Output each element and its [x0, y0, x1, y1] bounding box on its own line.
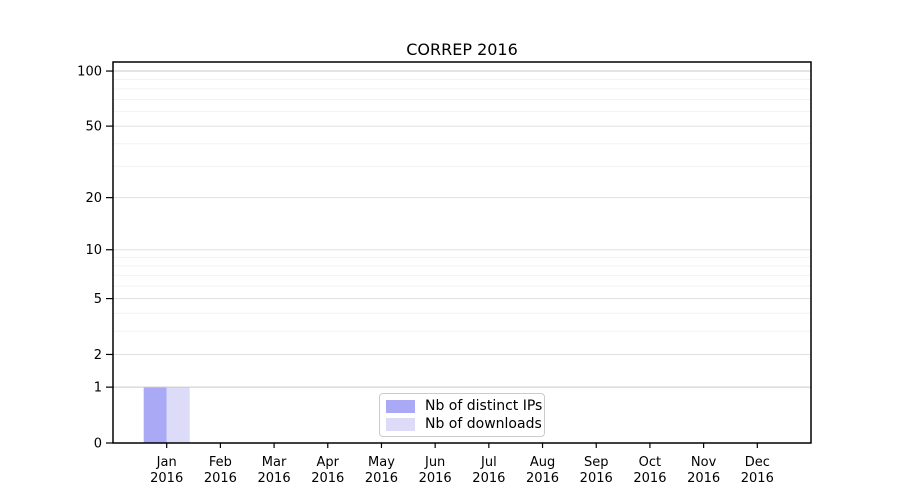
y-tick-label-10: 10: [85, 243, 102, 258]
y-tick-label-50: 50: [85, 120, 102, 135]
y-tick-label-1: 1: [94, 381, 102, 396]
x-tick-label-month-sep: Sep: [584, 455, 609, 470]
legend-swatch-downloads: [386, 417, 415, 431]
x-tick-label-year-may: 2016: [365, 471, 398, 486]
y-tick-label-5: 5: [94, 292, 102, 307]
legend-label-downloads: Nb of downloads: [425, 416, 542, 432]
x-tick-label-year-sep: 2016: [580, 471, 613, 486]
x-tick-label-year-feb: 2016: [204, 471, 237, 486]
x-tick-label-year-oct: 2016: [633, 471, 666, 486]
bar-jan-series-1: [166, 387, 190, 443]
x-tick-label-month-apr: Apr: [317, 455, 340, 470]
legend-item-distinct-ips: Nb of distinct IPs: [386, 398, 542, 414]
legend-label-distinct-ips: Nb of distinct IPs: [425, 398, 543, 414]
x-tick-label-month-may: May: [368, 455, 395, 470]
y-tick-label-20: 20: [85, 191, 102, 206]
bar-jan-series-0: [143, 387, 167, 443]
legend-swatch-distinct-ips: [386, 399, 415, 413]
x-tick-label-month-dec: Dec: [745, 455, 770, 470]
x-tick-label-month-mar: Mar: [262, 455, 287, 470]
x-tick-label-month-oct: Oct: [639, 455, 661, 470]
x-tick-label-year-mar: 2016: [258, 471, 291, 486]
x-tick-label-year-jan: 2016: [150, 471, 183, 486]
x-tick-label-month-nov: Nov: [691, 455, 717, 470]
x-tick-label-year-jul: 2016: [472, 471, 505, 486]
x-tick-label-month-aug: Aug: [530, 455, 555, 470]
chart-title: CORREP 2016: [406, 40, 518, 59]
x-tick-label-month-jul: Jul: [480, 455, 497, 470]
y-tick-label-0: 0: [94, 437, 102, 452]
x-tick-label-year-jun: 2016: [419, 471, 452, 486]
x-tick-label-month-jan: Jan: [156, 455, 177, 470]
x-tick-label-year-nov: 2016: [687, 471, 720, 486]
legend-item-downloads: Nb of downloads: [386, 416, 542, 432]
y-tick-label-100: 100: [77, 65, 102, 80]
y-tick-label-2: 2: [94, 348, 102, 363]
x-tick-label-month-jun: Jun: [424, 455, 445, 470]
x-tick-label-year-aug: 2016: [526, 471, 559, 486]
axes-border: [112, 61, 812, 444]
x-tick-label-year-apr: 2016: [311, 471, 344, 486]
x-tick-label-year-dec: 2016: [741, 471, 774, 486]
legend: Nb of distinct IPs Nb of downloads: [379, 393, 545, 437]
x-tick-label-month-feb: Feb: [209, 455, 232, 470]
